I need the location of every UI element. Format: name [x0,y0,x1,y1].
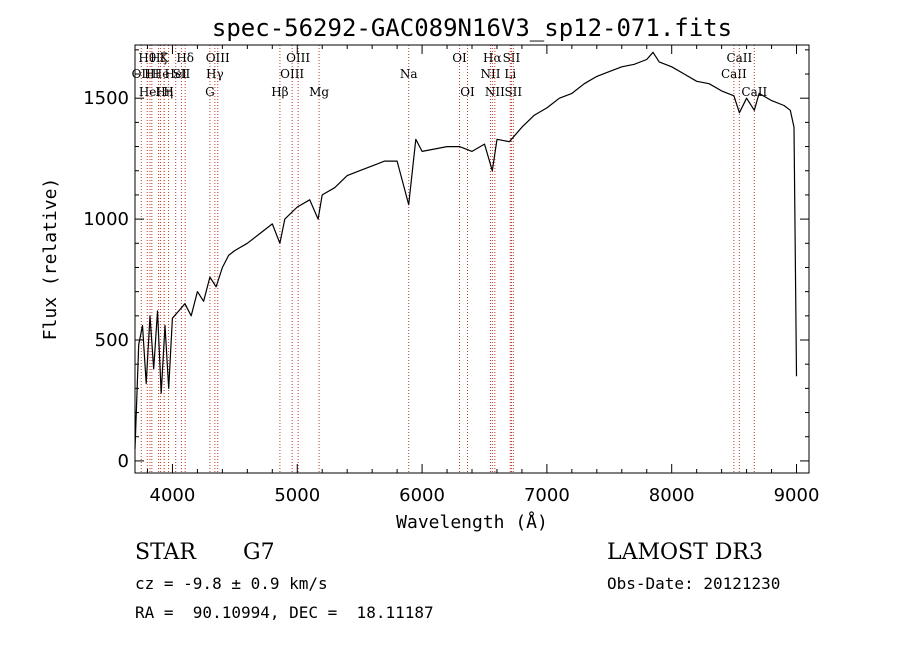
y-tick-label: 500 [95,330,129,351]
marker-label: SII [173,67,191,81]
x-tick-label: 7000 [524,485,570,506]
marker-label: CaII [741,85,767,99]
x-tick-label: 6000 [399,485,445,506]
marker-label: Hζ [150,51,167,65]
marker-label: H [163,85,173,99]
x-tick-label: 4000 [150,485,196,506]
spectral-line-markers: OIIHθHeIHIHζHeKHηHHeISIIHδGHγOIIIHβOIIIO… [132,45,767,473]
redshift-value: cz = -9.8 ± 0.9 km/s [135,574,328,593]
x-axis-label: Wavelength (Å) [396,511,548,533]
marker-label: Hβ [271,85,288,99]
marker-label: OII [132,67,152,81]
marker-label: OI [460,85,475,99]
y-axis: 0 500 1000 1500 [83,49,809,472]
chart-title: spec-56292-GAC089N16V3_sp12-071.fits [212,14,732,42]
flux-series-line [134,51,798,449]
observation-date: Obs-Date: 20121230 [607,574,781,593]
marker-label: HI [144,67,159,81]
marker-label: Hγ [206,67,224,81]
y-tick-label: 1500 [83,88,129,109]
x-tick-label: 9000 [774,485,820,506]
marker-label: NII [485,85,505,99]
marker-label: HeI [139,85,162,99]
marker-label: Hδ [176,51,194,65]
plot-frame [134,44,810,474]
x-tick-label: 5000 [274,485,320,506]
marker-label: Hη [155,85,173,99]
y-tick-label: 1000 [83,209,129,230]
x-tick-label: 8000 [649,485,695,506]
spectrum-plot [134,51,798,449]
marker-label: SII [503,51,521,65]
marker-label: OI [452,51,467,65]
y-axis-label: Flux (relative) [40,178,61,341]
marker-label: Li [504,67,516,81]
marker-label: HeI [165,67,188,81]
survey-name: LAMOST DR3 [607,540,763,565]
marker-label: OIII [286,51,310,65]
marker-label: NII [480,67,500,81]
marker-label: OIII [206,51,230,65]
marker-label: OIII [280,67,304,81]
marker-label: He [152,67,170,81]
marker-label: G [205,85,215,99]
marker-label: Hα [483,51,502,65]
spectral-subclass: G7 [243,540,275,565]
marker-label: Na [400,67,418,81]
marker-label: CaII [721,67,747,81]
object-type: STAR [135,540,196,565]
x-axis: 4000 5000 6000 7000 8000 9000 [146,45,820,506]
marker-label: CaII [726,51,752,65]
coordinates: RA = 90.10994, DEC = 18.11187 [135,603,434,622]
marker-label: SII [504,85,522,99]
marker-label: Mg [309,85,329,99]
y-tick-label: 0 [118,451,129,472]
